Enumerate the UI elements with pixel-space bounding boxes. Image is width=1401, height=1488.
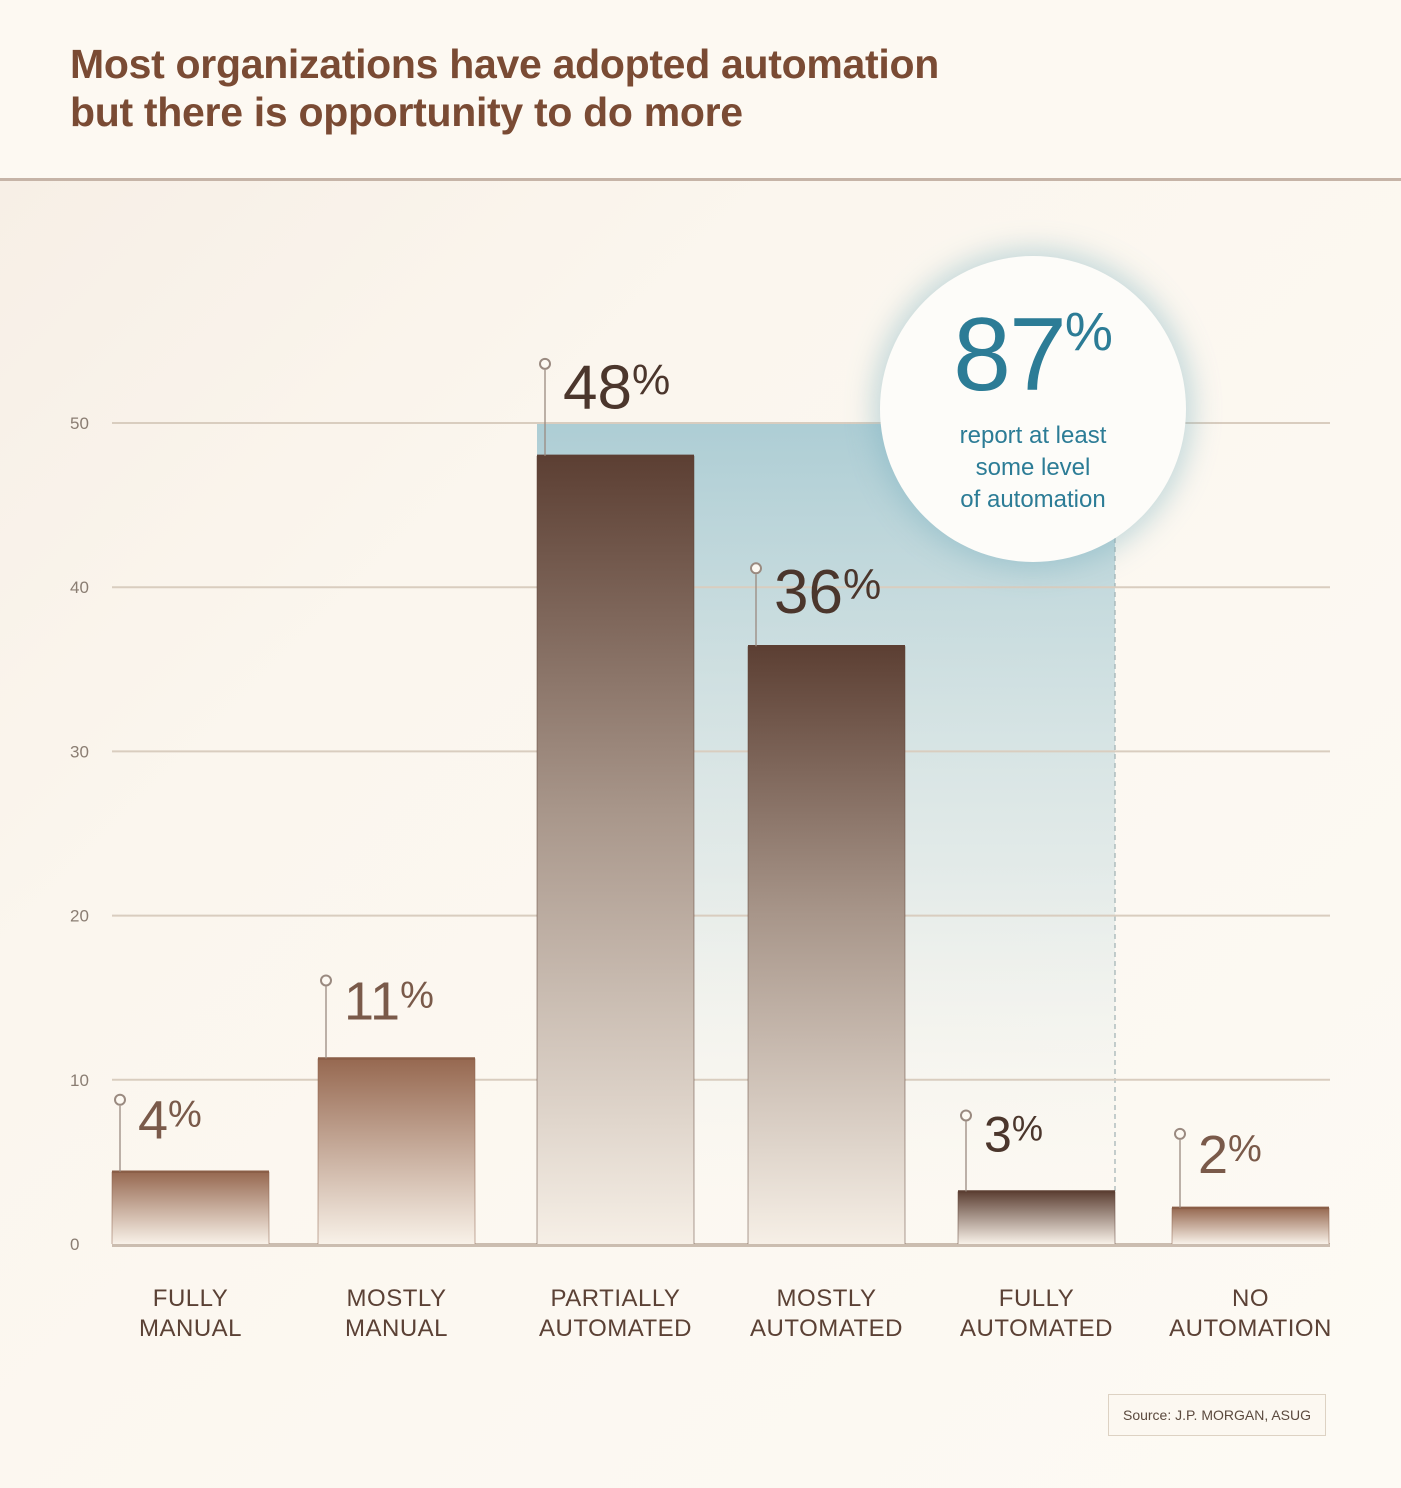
pin-marker <box>960 1109 972 1122</box>
title-line-2: but there is opportunity to do more <box>70 89 743 135</box>
callout-line-3: of automation <box>960 486 1106 513</box>
x-category-label: AUTOMATED <box>539 1315 692 1342</box>
data-label: 48% <box>563 353 670 422</box>
y-tick-label: 0 <box>70 1235 79 1254</box>
bar <box>958 1191 1115 1244</box>
x-category-label: FULLY <box>153 1285 228 1312</box>
data-label: 11% <box>344 971 434 1031</box>
callout-unit: % <box>1064 302 1113 362</box>
pin-marker <box>114 1093 126 1106</box>
x-category-label: AUTOMATION <box>1169 1315 1332 1342</box>
bar <box>318 1058 475 1244</box>
chart-title: Most organizations have adopted automati… <box>70 40 1070 136</box>
data-label: 36% <box>774 558 881 627</box>
data-label: 3% <box>984 1106 1043 1162</box>
pin-marker <box>320 974 332 987</box>
callout-line-1: report at least <box>959 422 1107 449</box>
x-category-label: MANUAL <box>345 1315 448 1342</box>
bar <box>748 646 905 1244</box>
pin-marker <box>750 562 762 575</box>
x-category-label: MOSTLY <box>777 1285 877 1312</box>
x-category-label: MOSTLY <box>347 1285 447 1312</box>
bar <box>112 1171 269 1244</box>
y-tick-label: 30 <box>70 742 89 761</box>
data-label: 2% <box>1198 1125 1262 1185</box>
y-tick-label: 20 <box>70 907 89 926</box>
x-category-label: NO <box>1232 1285 1269 1312</box>
automation-callout: 87% report at least some level of automa… <box>880 256 1186 562</box>
y-tick-label: 40 <box>70 578 89 597</box>
x-category-label: PARTIALLY <box>551 1285 681 1312</box>
title-line-1: Most organizations have adopted automati… <box>70 41 939 87</box>
pin-marker <box>539 357 551 370</box>
x-category-label: FULLY <box>999 1285 1074 1312</box>
callout-line-2: some level <box>975 454 1091 481</box>
header: Most organizations have adopted automati… <box>0 0 1401 181</box>
x-category-label: AUTOMATED <box>750 1315 903 1342</box>
y-tick-label: 50 <box>70 414 89 433</box>
bar <box>537 455 694 1245</box>
source-note: Source: J.P. MORGAN, ASUG <box>1108 1394 1326 1436</box>
bar <box>1172 1207 1329 1244</box>
x-category-label: MANUAL <box>139 1315 242 1342</box>
callout-text: report at least some level of automation <box>920 420 1146 516</box>
callout-value: 87% <box>880 300 1186 410</box>
x-category-label: AUTOMATED <box>960 1315 1113 1342</box>
data-label: 4% <box>138 1091 202 1151</box>
pin-marker <box>1174 1127 1186 1140</box>
callout-number: 87 <box>953 297 1067 413</box>
y-tick-label: 10 <box>70 1071 89 1090</box>
